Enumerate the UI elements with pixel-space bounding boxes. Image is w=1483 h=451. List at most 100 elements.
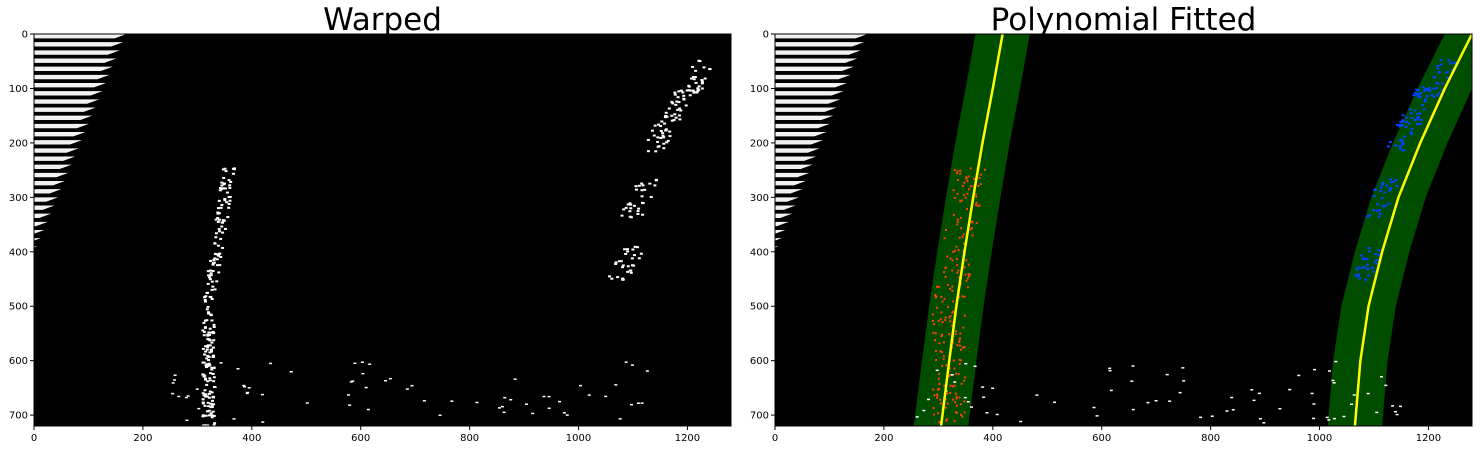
noise-pixel xyxy=(360,361,364,363)
lane-pixel xyxy=(219,237,223,240)
y-tick-label: 600 xyxy=(9,356,28,367)
noise-pixel xyxy=(1250,389,1254,391)
lane-pixel xyxy=(1360,266,1364,269)
lane-pixel xyxy=(630,257,634,260)
lane-pixel xyxy=(211,399,215,402)
noise-pixel xyxy=(973,365,977,368)
lane-pixel xyxy=(942,355,945,358)
lane-pixel xyxy=(1392,180,1396,183)
lane-pixel xyxy=(1445,77,1449,80)
lane-pixel xyxy=(1377,215,1381,218)
lane-pixel xyxy=(951,259,954,262)
lane-pixel xyxy=(951,341,954,344)
lane-pixel xyxy=(654,178,658,181)
lane-pixel xyxy=(963,266,966,269)
lane-pixel xyxy=(214,218,218,221)
lane-pixel xyxy=(1423,90,1427,93)
lane-pixel xyxy=(206,337,210,340)
lane-pixel xyxy=(1449,62,1453,65)
noise-pixel xyxy=(219,362,223,364)
lane-pixel xyxy=(958,341,961,344)
lane-pixel xyxy=(968,273,971,276)
noise-pixel xyxy=(1395,413,1399,416)
lane-pixel xyxy=(201,373,205,376)
lane-pixel xyxy=(204,300,208,303)
noise-pixel xyxy=(1310,392,1314,395)
noise-pixel xyxy=(935,369,939,372)
lane-pixel xyxy=(1407,122,1411,125)
lane-pixel xyxy=(960,348,963,351)
lane-pixel xyxy=(208,339,212,342)
lane-pixel xyxy=(978,176,981,179)
lane-pixel xyxy=(221,231,225,234)
lane-pixel xyxy=(629,203,633,206)
lane-pixel xyxy=(662,142,666,145)
lane-pixel xyxy=(218,230,222,233)
lane-pixel xyxy=(979,173,982,176)
lane-pixel xyxy=(646,138,650,141)
noise-pixel xyxy=(232,418,236,420)
lane-pixel xyxy=(207,276,211,279)
noise-pixel xyxy=(624,361,628,363)
lane-pixel xyxy=(1388,187,1392,190)
lane-pixel xyxy=(1439,59,1443,62)
lane-pixel xyxy=(211,263,215,266)
noise-pixel xyxy=(1131,408,1135,411)
lane-pixel xyxy=(1394,144,1398,147)
lane-pixel xyxy=(932,388,935,391)
lane-pixel xyxy=(957,296,960,299)
lane-pixel xyxy=(208,344,212,347)
lane-pixel xyxy=(206,334,210,337)
lane-pixel xyxy=(955,395,958,398)
lane-pixel xyxy=(674,103,678,106)
lane-pixel xyxy=(969,228,972,231)
lane-pixel xyxy=(204,393,208,396)
lane-pixel xyxy=(948,316,951,319)
lane-pixel xyxy=(1453,61,1457,64)
lane-pixel xyxy=(216,211,220,214)
lane-pixel xyxy=(969,167,972,170)
lane-pixel xyxy=(209,372,213,375)
image-content xyxy=(775,34,1472,426)
lane-pixel xyxy=(1445,70,1449,73)
lane-pixel xyxy=(203,298,207,301)
noise-pixel xyxy=(985,411,989,414)
lane-pixel xyxy=(952,250,955,253)
lane-pixel xyxy=(956,172,959,175)
noise-pixel xyxy=(1053,401,1057,404)
lane-pixel xyxy=(201,414,205,417)
left-lane-window xyxy=(913,34,1030,426)
lane-pixel xyxy=(634,188,638,191)
noise-pixel xyxy=(1325,416,1329,419)
lane-pixel xyxy=(1426,88,1430,91)
lane-pixel xyxy=(941,321,944,324)
lane-pixel xyxy=(677,114,681,117)
lane-pixel xyxy=(1398,139,1402,142)
lane-pixel xyxy=(619,260,623,263)
lane-pixel xyxy=(970,220,973,223)
lane-pixel xyxy=(207,414,211,417)
lane-pixel xyxy=(956,223,959,226)
lane-pixel xyxy=(668,135,672,138)
lane-pixel xyxy=(646,150,650,153)
noise-pixel xyxy=(185,419,189,422)
lane-pixel xyxy=(953,384,956,387)
noise-pixel xyxy=(995,413,999,416)
lane-pixel xyxy=(636,213,640,216)
lane-pixel xyxy=(940,333,943,336)
lane-pixel xyxy=(1389,181,1393,184)
noise-pixel xyxy=(991,387,995,390)
lane-pixel xyxy=(213,422,217,425)
lane-pixel xyxy=(205,357,209,360)
noise-pixel xyxy=(1019,420,1023,423)
lane-pixel xyxy=(678,118,682,121)
lane-pixel xyxy=(951,289,954,292)
noise-pixel xyxy=(246,391,250,394)
x-tick-label: 1200 xyxy=(675,433,700,444)
lane-pixel xyxy=(223,198,227,201)
lane-pixel xyxy=(220,203,224,206)
lane-pixel xyxy=(952,300,955,303)
lane-pixel xyxy=(931,320,934,323)
lane-pixel xyxy=(1424,98,1428,101)
lane-pixel xyxy=(223,167,227,170)
